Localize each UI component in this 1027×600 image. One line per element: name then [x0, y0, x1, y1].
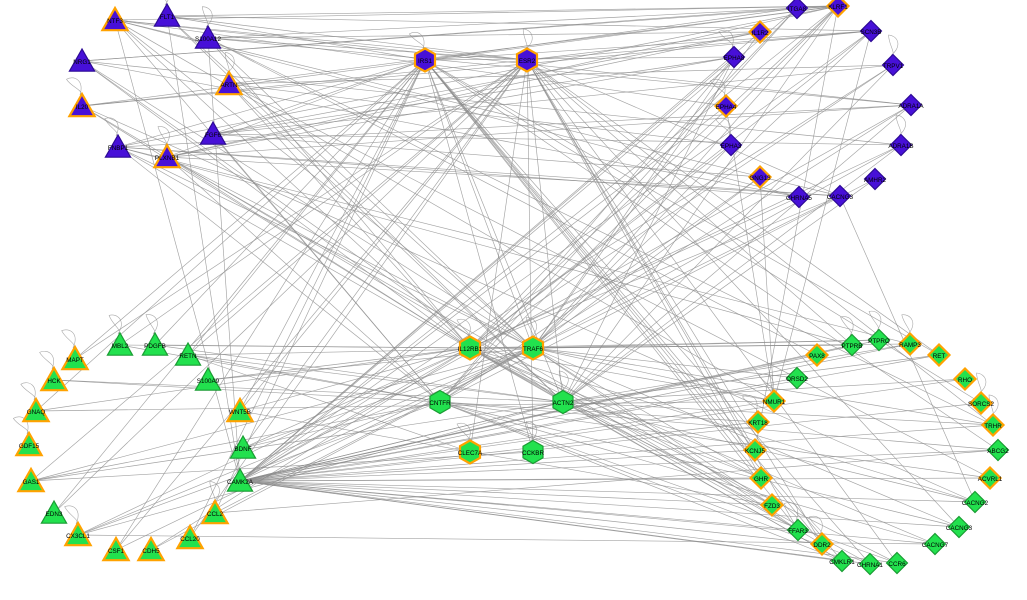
svg-text:PLXNB1: PLXNB1	[155, 155, 180, 162]
svg-text:EDN3: EDN3	[46, 511, 63, 518]
svg-text:CACNG3: CACNG3	[827, 194, 854, 201]
svg-text:ADRA1B: ADRA1B	[888, 143, 913, 150]
svg-text:CDH5: CDH5	[142, 548, 160, 555]
svg-text:EPHA3: EPHA3	[721, 143, 742, 150]
svg-text:FFAR3: FFAR3	[788, 528, 808, 535]
svg-text:TRAF6: TRAF6	[523, 346, 543, 353]
svg-text:CACNG3: CACNG3	[946, 525, 973, 532]
svg-text:NTF3: NTF3	[107, 18, 123, 25]
svg-text:SCN3B: SCN3B	[861, 29, 882, 36]
svg-text:KCNJ5: KCNJ5	[745, 448, 765, 455]
svg-text:KLRF1: KLRF1	[828, 4, 848, 11]
svg-text:ADRA1A: ADRA1A	[898, 103, 924, 110]
svg-text:FZD3: FZD3	[764, 503, 780, 510]
svg-text:ACVRL1: ACVRL1	[978, 476, 1003, 483]
svg-text:CNTFR: CNTFR	[429, 400, 451, 407]
svg-text:GNAQ: GNAQ	[27, 409, 46, 416]
svg-text:BDNF: BDNF	[234, 446, 251, 453]
svg-text:GDF15: GDF15	[19, 443, 40, 450]
svg-text:CAMK2A: CAMK2A	[227, 479, 254, 486]
svg-text:NMUR1: NMUR1	[763, 399, 786, 406]
svg-text:CCL2: CCL2	[207, 511, 224, 518]
svg-text:FNBP1: FNBP1	[108, 145, 129, 152]
svg-text:EPHA4: EPHA4	[716, 104, 737, 111]
svg-text:FGF6: FGF6	[205, 132, 222, 139]
svg-text:ESR2: ESR2	[519, 58, 536, 65]
svg-text:PTPRO: PTPRO	[868, 338, 890, 345]
svg-text:WNT5B: WNT5B	[229, 409, 251, 416]
svg-text:SORCS2: SORCS2	[968, 401, 994, 408]
svg-text:HCK: HCK	[47, 378, 61, 385]
svg-text:TRPV1: TRPV1	[883, 63, 904, 70]
svg-text:TRHR: TRHR	[984, 423, 1002, 430]
svg-text:MBL2: MBL2	[112, 343, 129, 350]
svg-text:KRT18: KRT18	[748, 420, 768, 427]
svg-text:IL1R2: IL1R2	[752, 30, 769, 37]
svg-text:IRS1: IRS1	[418, 58, 432, 65]
svg-text:CACNG2: CACNG2	[962, 500, 989, 507]
svg-text:ACTN2: ACTN2	[553, 400, 574, 407]
svg-text:RHO: RHO	[958, 377, 972, 384]
svg-text:RAMP3: RAMP3	[899, 342, 921, 349]
svg-text:DDR2: DDR2	[813, 542, 831, 549]
svg-text:CHRNA5: CHRNA5	[786, 195, 812, 202]
svg-text:CSF1: CSF1	[108, 548, 125, 555]
svg-text:GNG13: GNG13	[749, 175, 771, 182]
svg-text:IL12RB1: IL12RB1	[458, 346, 483, 353]
svg-text:S100A12: S100A12	[195, 36, 221, 43]
svg-text:PTPRB: PTPRB	[842, 343, 863, 350]
svg-text:PDGFB: PDGFB	[144, 343, 166, 350]
svg-text:CLEC7A: CLEC7A	[458, 450, 483, 457]
svg-text:FLT1: FLT1	[160, 14, 175, 21]
svg-text:RETN: RETN	[179, 353, 197, 360]
svg-text:CCKBR: CCKBR	[522, 450, 544, 457]
svg-text:PAX8: PAX8	[809, 353, 825, 360]
svg-text:ARTN: ARTN	[220, 82, 237, 89]
svg-text:GHR: GHR	[754, 476, 768, 483]
svg-text:CCR6: CCR6	[888, 561, 906, 568]
svg-text:CX3CL1: CX3CL1	[66, 533, 90, 540]
svg-text:S100A9: S100A9	[197, 378, 220, 385]
svg-text:ITGA8: ITGA8	[788, 6, 807, 13]
svg-text:CHRNA1: CHRNA1	[857, 562, 883, 569]
svg-text:MAPT: MAPT	[66, 357, 84, 364]
svg-text:IL20: IL20	[76, 104, 89, 111]
svg-text:EPHA8: EPHA8	[724, 55, 745, 62]
svg-text:CMKLR1: CMKLR1	[829, 559, 855, 566]
svg-text:AMHR2: AMHR2	[864, 177, 887, 184]
svg-text:CCL20: CCL20	[180, 536, 200, 543]
svg-text:CACNG7: CACNG7	[922, 542, 949, 549]
svg-text:GAS1: GAS1	[23, 479, 40, 486]
svg-text:ABCG2: ABCG2	[987, 448, 1009, 455]
svg-text:NRG1: NRG1	[73, 59, 91, 66]
svg-text:ORSD2: ORSD2	[786, 376, 808, 383]
svg-text:RET: RET	[933, 353, 946, 360]
